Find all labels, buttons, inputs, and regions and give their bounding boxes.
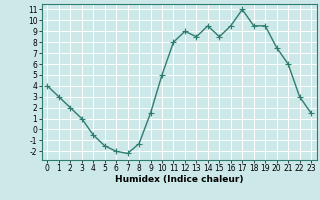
X-axis label: Humidex (Indice chaleur): Humidex (Indice chaleur) [115, 175, 244, 184]
